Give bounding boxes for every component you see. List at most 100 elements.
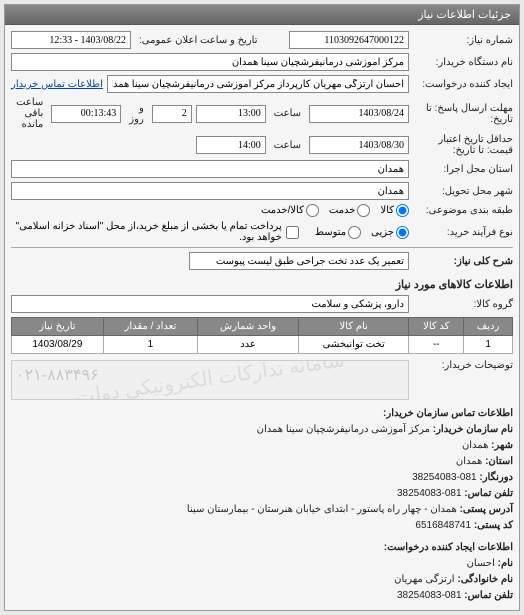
need-desc-input[interactable] <box>189 252 409 270</box>
delivery-city-input[interactable] <box>11 182 409 200</box>
payment-checkbox[interactable] <box>286 226 299 239</box>
remaining-label: ساعت باقی مانده <box>11 97 47 130</box>
category-label: طبقه بندی موضوعی: <box>413 205 513 216</box>
process-radio-group: جزیی متوسط <box>315 226 409 239</box>
announce-datetime-input[interactable] <box>11 31 131 49</box>
fax-label: دورنگار: <box>479 472 513 483</box>
remaining-input[interactable] <box>51 105 121 123</box>
province-value: همدان <box>456 456 482 467</box>
row-need-number: شماره نیاز: تاریخ و ساعت اعلان عمومی: <box>11 31 513 49</box>
radio-service-input[interactable] <box>357 204 370 217</box>
response-time-input[interactable] <box>196 105 266 123</box>
row-category: طبقه بندی موضوعی: کالا خدمت کالا/خدمت <box>11 204 513 217</box>
validity-date-input[interactable] <box>309 136 409 154</box>
postal-code-label: کد پستی: <box>474 520 513 531</box>
cell-code: -- <box>409 336 464 354</box>
row-need-desc: شرح کلی نیاز: <box>11 252 513 270</box>
cell-date: 1403/08/29 <box>12 336 104 354</box>
col-code: کد کالا <box>409 318 464 336</box>
radio-medium[interactable]: متوسط <box>315 226 361 239</box>
contact-info-block: اطلاعات تماس سازمان خریدار: نام سازمان خ… <box>11 406 513 534</box>
table-row: 1 -- تخت توانبخشی عدد 1 1403/08/29 <box>12 336 513 354</box>
contact-phone-value: 081-38254083 <box>397 488 462 499</box>
firstname-value: احسان <box>467 558 495 569</box>
watermark-phone: ۰۲۱-۸۸۳۴۹۶ <box>16 365 404 385</box>
requester-label: ایجاد کننده درخواست: <box>413 79 513 90</box>
postal-code-value: 6516848741 <box>415 520 471 531</box>
province-label: استان: <box>485 456 513 467</box>
need-number-input[interactable] <box>289 31 409 49</box>
radio-service[interactable]: خدمت <box>329 204 371 217</box>
col-date: تاریخ نیاز <box>12 318 104 336</box>
exec-province-input[interactable] <box>11 160 409 178</box>
category-radio-group: کالا خدمت کالا/خدمت <box>261 204 409 217</box>
divider-1 <box>11 247 513 248</box>
table-header-row: ردیف کد کالا نام کالا واحد شمارش تعداد /… <box>12 318 513 336</box>
buyer-notes-label: توضیحات خریدار: <box>413 360 513 371</box>
row-delivery-city: شهر محل تحویل: <box>11 182 513 200</box>
org-name-label: نام سازمان خریدار: <box>433 424 513 435</box>
requester-info-block: اطلاعات ایجاد کننده درخواست: نام: احسان … <box>11 540 513 604</box>
panel-body: شماره نیاز: تاریخ و ساعت اعلان عمومی: نا… <box>5 25 519 610</box>
radio-partial-input[interactable] <box>396 226 409 239</box>
requester-phone-value: 081-38254083 <box>397 590 462 601</box>
row-validity: حداقل تاریخ اعتبار قیمت: تا تاریخ: ساعت <box>11 134 513 156</box>
address-value: همدان - چهار راه پاستور - ابتدای خیابان … <box>187 504 457 515</box>
requester-phone-label: تلفن تماس: <box>464 590 513 601</box>
payment-checkbox-row: پرداخت تمام یا بخشی از مبلغ خرید،از محل … <box>11 221 299 243</box>
requester-section-title: اطلاعات ایجاد کننده درخواست: <box>384 542 513 553</box>
goods-group-input[interactable] <box>11 295 409 313</box>
row-goods-group: گروه کالا: <box>11 295 513 313</box>
radio-goods-input[interactable] <box>396 204 409 217</box>
col-unit: واحد شمارش <box>198 318 299 336</box>
row-process-type: نوع فرآیند خرید: جزیی متوسط پرداخت تمام … <box>11 221 513 243</box>
contact-phone-label: تلفن تماس: <box>464 488 513 499</box>
contact-section-title: اطلاعات تماس سازمان خریدار: <box>383 408 513 419</box>
days-input[interactable] <box>152 105 192 123</box>
radio-goods-service-input[interactable] <box>306 204 319 217</box>
radio-goods[interactable]: کالا <box>380 204 409 217</box>
row-exec-province: استان محل اجرا: <box>11 160 513 178</box>
panel-title: جزئیات اطلاعات نیاز <box>5 5 519 25</box>
contact-info-link[interactable]: اطلاعات تماس خریدار <box>11 79 103 90</box>
time-label-2: ساعت <box>270 140 305 151</box>
time-label-1: ساعت <box>270 108 305 119</box>
need-desc-label: شرح کلی نیاز: <box>413 256 513 267</box>
response-date-input[interactable] <box>309 105 409 123</box>
city-value: همدان <box>462 440 488 451</box>
announce-label: تاریخ و ساعت اعلان عمومی: <box>135 35 285 46</box>
address-label: آدرس پستی: <box>460 504 513 515</box>
buyer-device-input[interactable] <box>11 53 409 71</box>
firstname-label: نام: <box>498 558 513 569</box>
city-label: شهر: <box>491 440 513 451</box>
response-deadline-label: مهلت ارسال پاسخ: تا تاریخ: <box>413 103 513 125</box>
col-row: ردیف <box>464 318 513 336</box>
goods-table: ردیف کد کالا نام کالا واحد شمارش تعداد /… <box>11 317 513 354</box>
details-panel: جزئیات اطلاعات نیاز شماره نیاز: تاریخ و … <box>4 4 520 611</box>
radio-medium-input[interactable] <box>348 226 361 239</box>
buyer-notes-area: سامانه تدارکات الکترونیکی دولت ۰۲۱-۸۸۳۴۹… <box>11 360 409 400</box>
delivery-city-label: شهر محل تحویل: <box>413 186 513 197</box>
radio-partial[interactable]: جزیی <box>371 226 409 239</box>
process-type-label: نوع فرآیند خرید: <box>413 227 513 238</box>
requester-input[interactable] <box>107 75 409 93</box>
validity-time-input[interactable] <box>196 136 266 154</box>
org-name: مرکز آموزشی درمانیفرشچیان سینا همدان <box>257 424 430 435</box>
row-buyer-notes: توضیحات خریدار: سامانه تدارکات الکترونیک… <box>11 360 513 400</box>
cell-name: تخت توانبخشی <box>299 336 409 354</box>
radio-goods-service[interactable]: کالا/خدمت <box>261 204 319 217</box>
row-response-deadline: مهلت ارسال پاسخ: تا تاریخ: ساعت و روز سا… <box>11 97 513 130</box>
col-qty: تعداد / مقدار <box>103 318 197 336</box>
cell-row: 1 <box>464 336 513 354</box>
validity-label: حداقل تاریخ اعتبار قیمت: تا تاریخ: <box>413 134 513 156</box>
cell-unit: عدد <box>198 336 299 354</box>
payment-note: پرداخت تمام یا بخشی از مبلغ خرید،از محل … <box>11 221 282 243</box>
goods-section-title: اطلاعات کالاهای مورد نیاز <box>11 278 513 291</box>
need-number-label: شماره نیاز: <box>413 35 513 46</box>
goods-group-label: گروه کالا: <box>413 299 513 310</box>
col-name: نام کالا <box>299 318 409 336</box>
days-label: و روز <box>125 103 148 125</box>
row-buyer-device: نام دستگاه خریدار: <box>11 53 513 71</box>
buyer-device-label: نام دستگاه خریدار: <box>413 57 513 68</box>
cell-qty: 1 <box>103 336 197 354</box>
